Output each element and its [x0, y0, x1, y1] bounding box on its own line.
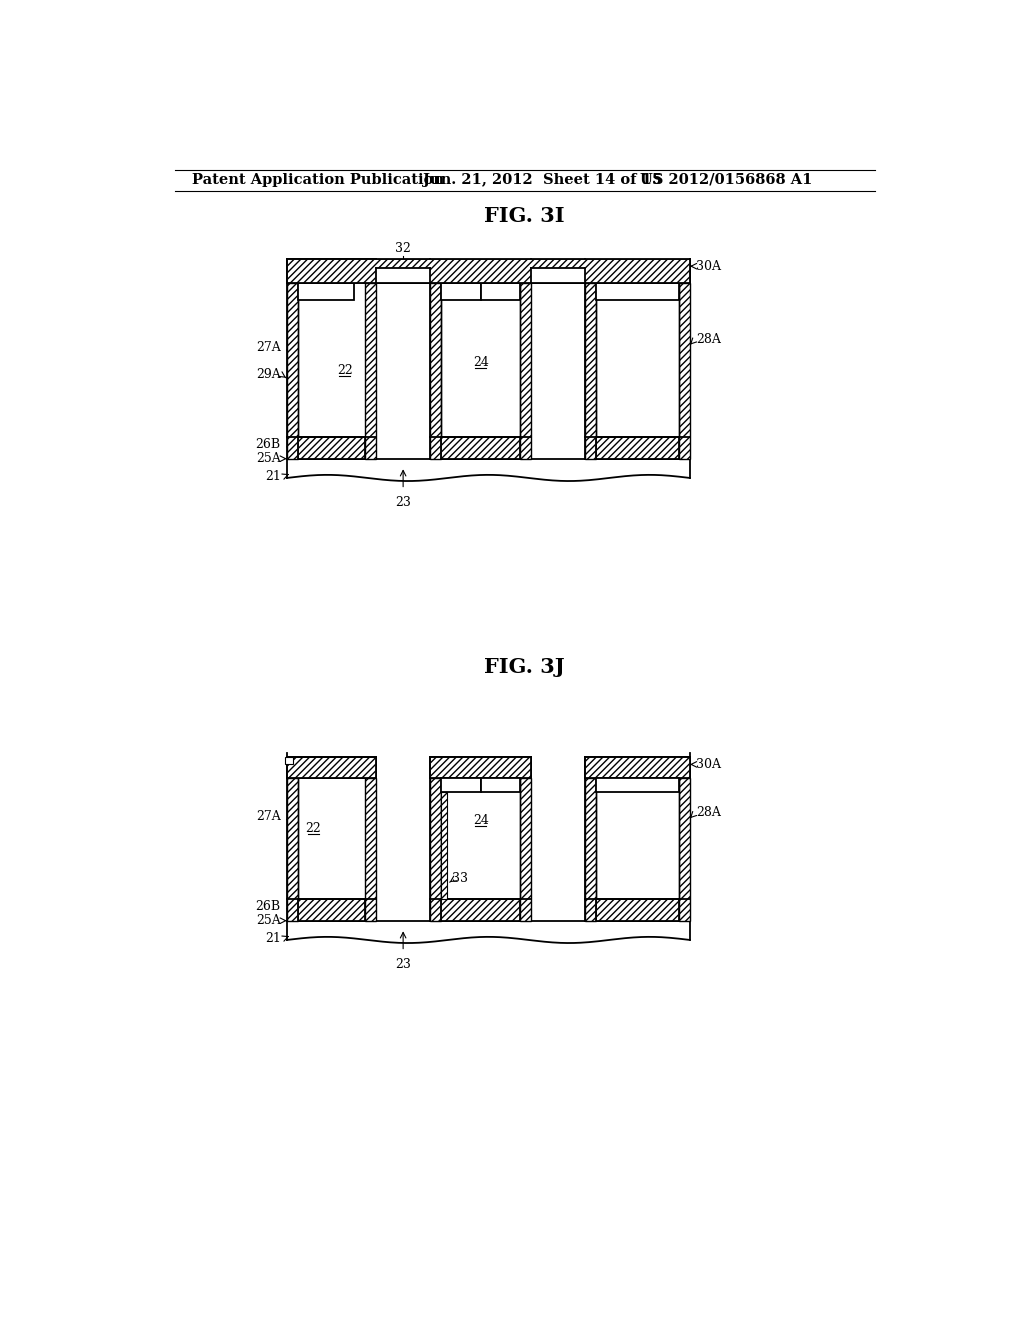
Bar [531, 268, 586, 284]
Bar [596, 437, 679, 459]
Text: 23: 23 [395, 958, 411, 970]
Bar [287, 756, 376, 779]
Text: 24: 24 [473, 356, 488, 370]
Bar [287, 284, 298, 459]
Bar [596, 437, 679, 459]
Bar [596, 899, 679, 921]
Bar [287, 259, 690, 284]
Bar [366, 284, 376, 459]
Bar [586, 284, 596, 459]
Bar [430, 779, 441, 921]
Text: 26B: 26B [256, 438, 281, 451]
Bar [366, 779, 376, 921]
Bar [441, 792, 447, 899]
Text: Jun. 21, 2012  Sheet 14 of 15: Jun. 21, 2012 Sheet 14 of 15 [423, 173, 662, 187]
Bar [480, 779, 520, 792]
Bar [430, 756, 531, 779]
Text: 22: 22 [337, 363, 352, 376]
Bar [430, 779, 441, 921]
Bar [679, 284, 690, 459]
Bar [366, 284, 376, 459]
Bar [520, 779, 531, 921]
Bar [679, 284, 690, 459]
Text: 27A: 27A [256, 341, 281, 354]
Bar [586, 284, 596, 459]
Bar [298, 437, 366, 459]
Text: 28A: 28A [696, 333, 721, 346]
Text: FIG. 3J: FIG. 3J [484, 656, 565, 677]
Bar [298, 899, 366, 921]
Bar [520, 284, 531, 459]
Text: Patent Application Publication: Patent Application Publication [193, 173, 444, 187]
Bar [520, 284, 531, 459]
Bar [480, 284, 520, 300]
Bar [430, 284, 441, 459]
Text: 29A: 29A [256, 367, 281, 380]
Text: US 2012/0156868 A1: US 2012/0156868 A1 [640, 173, 812, 187]
Bar [287, 756, 376, 779]
Bar [298, 284, 354, 300]
Bar [586, 779, 596, 921]
Bar [298, 899, 366, 921]
Text: 26B: 26B [256, 900, 281, 913]
Bar [286, 756, 293, 764]
Bar [376, 268, 430, 284]
Text: 24: 24 [473, 814, 488, 828]
Text: 30A: 30A [696, 260, 721, 273]
Text: 30A: 30A [696, 758, 721, 771]
Bar [596, 779, 679, 792]
Bar [679, 779, 690, 921]
Bar [287, 779, 298, 921]
Text: 25A: 25A [256, 915, 281, 927]
Bar [586, 756, 690, 779]
Bar [430, 756, 531, 779]
Bar [441, 284, 480, 300]
Bar [366, 779, 376, 921]
Text: FIG. 3I: FIG. 3I [484, 206, 565, 226]
Bar [596, 284, 679, 300]
Bar [679, 779, 690, 921]
Text: 27A: 27A [256, 810, 281, 824]
Bar [520, 779, 531, 921]
Text: 21: 21 [265, 932, 281, 945]
Bar [287, 284, 298, 459]
Text: 21: 21 [265, 470, 281, 483]
Text: 22: 22 [305, 822, 322, 834]
Bar [441, 899, 520, 921]
Bar [441, 779, 480, 792]
Bar [586, 779, 596, 921]
Text: 28A: 28A [696, 807, 721, 820]
Bar [441, 437, 520, 459]
Text: 25A: 25A [256, 453, 281, 465]
Text: 33: 33 [452, 871, 468, 884]
Bar [287, 259, 690, 284]
Bar [298, 437, 366, 459]
Bar [430, 284, 441, 459]
Bar [441, 437, 520, 459]
Text: 32: 32 [395, 243, 411, 256]
Bar [586, 756, 690, 779]
Bar [441, 792, 447, 899]
Bar [441, 899, 520, 921]
Text: 23: 23 [395, 496, 411, 508]
Bar [596, 899, 679, 921]
Bar [287, 779, 298, 921]
